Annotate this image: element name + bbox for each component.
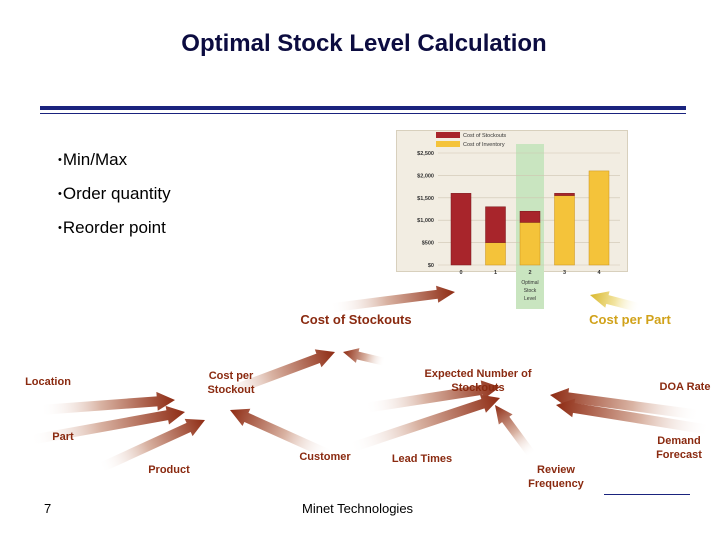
location-label: Location — [25, 376, 71, 388]
footer-divider — [604, 494, 690, 495]
x-tick-label: 2 — [528, 270, 531, 276]
bullet-dot-icon: • — [58, 222, 62, 234]
expected-stockouts-line2: Stockouts — [451, 382, 505, 394]
arrow-mid-icon — [348, 394, 501, 453]
title-divider — [40, 106, 686, 110]
bullet-text: Order quantity — [62, 184, 171, 203]
arrow-part-icon — [29, 405, 186, 445]
x-tick-label: 4 — [597, 270, 601, 276]
title-divider-thin — [40, 113, 686, 114]
y-tick-label: $500 — [422, 241, 434, 247]
expected-stockouts-label: Expected Number of Stockouts — [400, 367, 556, 395]
arrow-location-icon — [39, 391, 176, 415]
demand-forecast-line1: Demand — [657, 435, 701, 447]
demand-forecast-line2: Forecast — [656, 449, 702, 461]
optimal-label: Stock — [524, 288, 537, 294]
expected-stockouts-line1: Expected Number of — [424, 368, 532, 380]
product-label: Product — [148, 464, 190, 476]
bar-stockouts — [485, 206, 506, 243]
arrow-review-icon — [494, 404, 536, 458]
bar-stockouts — [519, 210, 541, 223]
doa-rate-label: DOA Rate — [659, 381, 711, 393]
cost-per-part-label: Cost per Part — [589, 312, 671, 327]
bullet-item: •Reorder point — [58, 218, 171, 248]
review-frequency-line2: Frequency — [528, 478, 584, 490]
x-tick-label: 1 — [494, 270, 497, 276]
cost-per-stockout-label: Cost per Stockout — [196, 369, 266, 397]
cost-of-stockouts-label: Cost of Stockouts — [300, 312, 412, 327]
review-frequency-line1: Review — [537, 464, 575, 476]
y-tick-label: $2,000 — [417, 173, 434, 179]
bar-stockouts — [450, 193, 472, 266]
arrow-customer-icon — [229, 408, 333, 460]
cost-per-stockout-line2: Stockout — [207, 384, 255, 396]
bar-inventory — [554, 195, 575, 266]
arrow-to-chart-icon — [329, 285, 456, 313]
arrow-to-chart-gold-icon — [589, 291, 642, 313]
x-tick-label: 0 — [459, 270, 462, 276]
review-frequency-label: Review Frequency — [518, 463, 594, 491]
y-tick-label: $1,500 — [417, 196, 434, 202]
arrow-group — [29, 285, 711, 473]
bar-stockouts — [554, 193, 575, 196]
part-label: Part — [52, 431, 74, 443]
bar-inventory — [519, 222, 541, 266]
cost-chart: $2,500 $2,000 $1,500 $1,000 $500 $0 0 1 2 3 4 Optim… — [417, 132, 620, 309]
y-tick-label: $2,500 — [417, 151, 434, 157]
demand-forecast-label: Demand Forecast — [646, 434, 712, 462]
lead-times-label: Lead Times — [391, 453, 453, 465]
legend-swatch — [436, 132, 460, 138]
bullet-list: •Min/Max •Order quantity •Reorder point — [58, 150, 171, 252]
optimal-label: Level — [524, 296, 536, 302]
arrow-cost-per-stockout-icon — [218, 349, 335, 400]
bullet-item: •Min/Max — [58, 150, 171, 180]
optimal-label: Optimal — [521, 280, 538, 286]
y-tick-label: $1,000 — [417, 218, 434, 224]
arrow-product-icon — [97, 418, 205, 473]
bullet-text: Min/Max — [62, 150, 128, 169]
arrow-expected-to-cost-icon — [342, 348, 386, 366]
arrow-lead-times-icon — [364, 380, 501, 413]
bar-inventory — [588, 170, 610, 266]
slide-number: 7 — [44, 501, 52, 516]
customer-label: Customer — [299, 451, 351, 463]
legend-swatch — [436, 141, 460, 147]
bullet-dot-icon: • — [58, 154, 62, 166]
footer-company: Minet Technologies — [302, 501, 414, 516]
legend-label: Cost of Inventory — [463, 142, 505, 148]
y-tick-label: $0 — [428, 263, 434, 269]
arrow-doa-icon — [550, 387, 701, 420]
legend-label: Cost of Stockouts — [463, 133, 506, 139]
bar-inventory — [485, 242, 506, 266]
bullet-dot-icon: • — [58, 188, 62, 200]
x-tick-label: 3 — [563, 270, 566, 276]
slide-title: Optimal Stock Level Calculation — [181, 30, 547, 57]
bullet-text: Reorder point — [62, 218, 166, 237]
bullet-item: •Order quantity — [58, 184, 171, 214]
cost-per-stockout-line1: Cost per — [208, 370, 254, 382]
arrow-demand-icon — [556, 398, 711, 435]
